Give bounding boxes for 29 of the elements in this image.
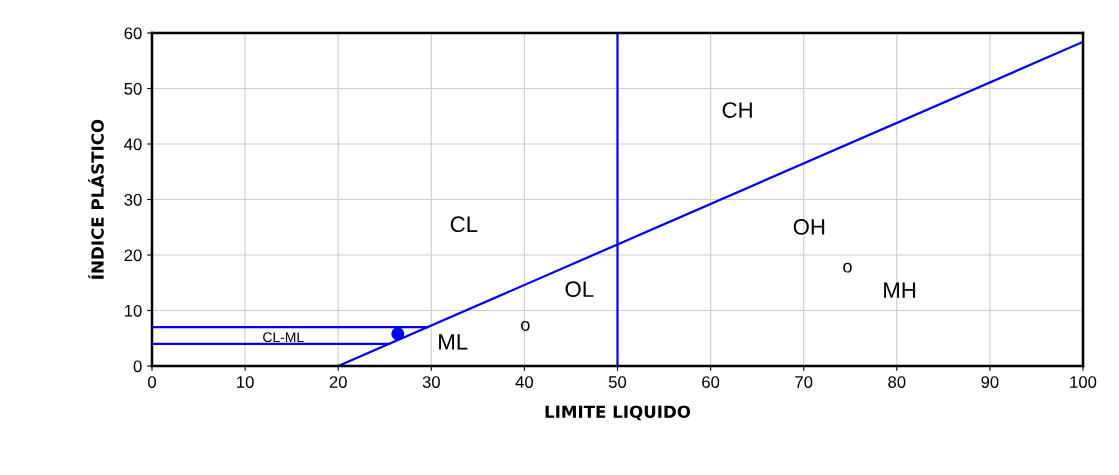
x-tick-label: 60 [702, 376, 720, 388]
annotation: ML [439, 334, 468, 350]
x-tick-label: 10 [237, 376, 254, 388]
y-tick-label: 10 [125, 304, 142, 317]
x-tick-label: 100 [1070, 376, 1097, 388]
annotation: CL-ML [263, 332, 304, 343]
y-axis-title: ÍNDICE PLÁSTICO [88, 119, 104, 279]
x-tick-label: 50 [608, 376, 627, 388]
x-tick-label: 40 [515, 376, 534, 388]
x-tick-label: 70 [795, 376, 813, 388]
x-tick-label: 90 [981, 376, 999, 388]
x-axis-title: LIMITE LIQUIDO [545, 405, 691, 421]
x-tick-label: 20 [329, 376, 347, 388]
y-tick-label: 60 [124, 27, 142, 40]
annotation: o [843, 262, 852, 273]
annotation: CH [722, 102, 752, 118]
x-tick-label: 0 [148, 376, 156, 388]
annotation: OL [565, 281, 594, 298]
annotation: CL [450, 216, 478, 233]
annotation: OH [793, 219, 825, 235]
x-tick-label: 80 [888, 376, 906, 388]
y-tick-label: 0 [133, 360, 142, 373]
y-tick-label: 30 [124, 193, 142, 206]
y-tick-label: 20 [124, 249, 142, 262]
x-tick-label: 30 [422, 376, 440, 388]
annotation: MH [884, 282, 916, 298]
annotation: o [521, 320, 530, 331]
y-tick-label: 50 [124, 82, 142, 95]
y-tick-label: 40 [124, 138, 142, 151]
